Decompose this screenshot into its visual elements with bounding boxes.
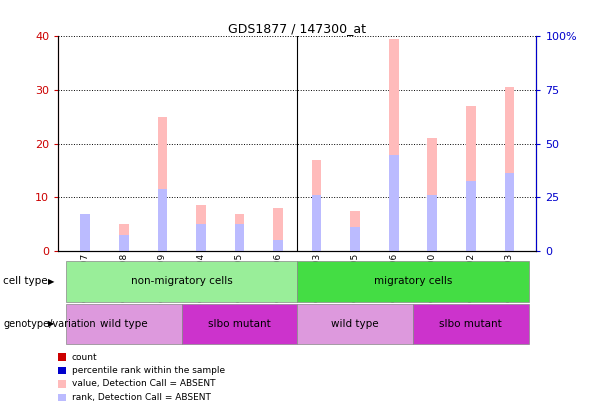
Bar: [80, 213, 90, 251]
Bar: [273, 241, 283, 251]
Text: slbo mutant: slbo mutant: [208, 319, 271, 329]
Bar: [504, 87, 514, 251]
Bar: [66, 261, 297, 302]
Bar: [158, 117, 167, 251]
Text: ▶: ▶: [48, 320, 54, 328]
Text: ▶: ▶: [48, 277, 54, 286]
Bar: [181, 304, 297, 344]
Bar: [66, 304, 181, 344]
Bar: [389, 154, 398, 251]
Bar: [504, 173, 514, 251]
Bar: [158, 190, 167, 251]
Bar: [196, 224, 206, 251]
Bar: [466, 106, 476, 251]
Bar: [466, 181, 476, 251]
Text: value, Detection Call = ABSENT: value, Detection Call = ABSENT: [72, 379, 215, 388]
Text: wild type: wild type: [100, 319, 148, 329]
Bar: [350, 211, 360, 251]
Title: GDS1877 / 147300_at: GDS1877 / 147300_at: [228, 22, 367, 35]
Bar: [427, 139, 437, 251]
Bar: [297, 261, 528, 302]
Bar: [312, 160, 321, 251]
Bar: [235, 224, 245, 251]
Bar: [350, 227, 360, 251]
Bar: [427, 195, 437, 251]
Text: percentile rank within the sample: percentile rank within the sample: [72, 366, 225, 375]
Text: genotype/variation: genotype/variation: [3, 319, 96, 329]
Text: non-migratory cells: non-migratory cells: [131, 277, 232, 286]
Text: migratory cells: migratory cells: [374, 277, 452, 286]
Text: rank, Detection Call = ABSENT: rank, Detection Call = ABSENT: [72, 393, 211, 402]
Bar: [196, 205, 206, 251]
Text: cell type: cell type: [3, 277, 48, 286]
Bar: [80, 213, 90, 251]
Bar: [312, 195, 321, 251]
Bar: [273, 208, 283, 251]
Bar: [413, 304, 528, 344]
Text: slbo mutant: slbo mutant: [440, 319, 502, 329]
Bar: [297, 304, 413, 344]
Bar: [119, 235, 129, 251]
Text: wild type: wild type: [332, 319, 379, 329]
Bar: [389, 39, 398, 251]
Text: count: count: [72, 353, 97, 362]
Bar: [119, 224, 129, 251]
Bar: [235, 213, 245, 251]
